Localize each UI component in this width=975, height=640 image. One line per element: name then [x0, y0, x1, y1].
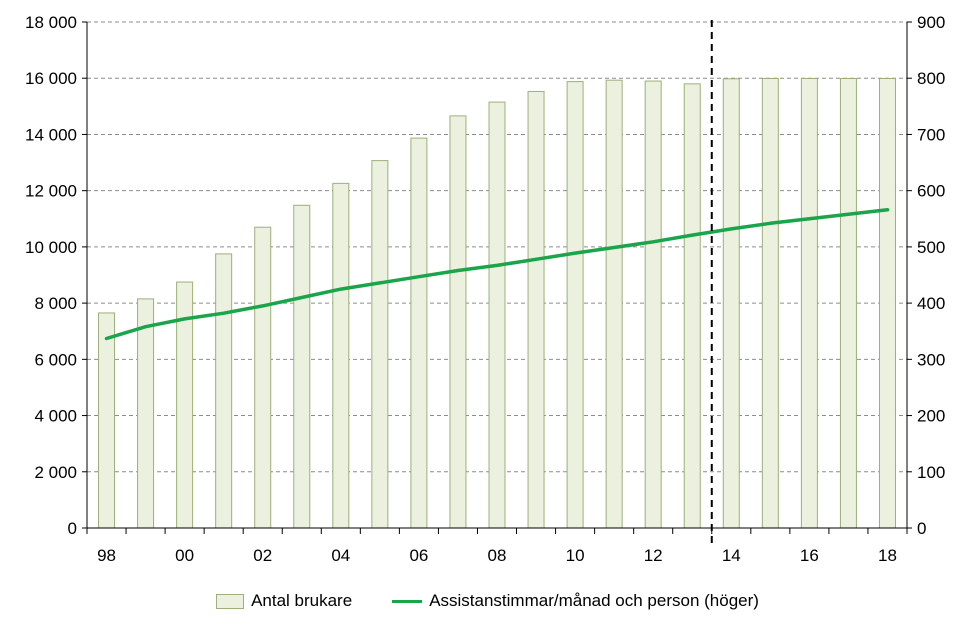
- bar: [527, 90, 545, 529]
- x-tick-label: 16: [800, 546, 819, 565]
- bar: [566, 81, 584, 529]
- bar: [254, 226, 272, 529]
- y-left-tick-label: 2 000: [34, 463, 77, 482]
- bar: [722, 78, 740, 529]
- y-right-tick-label: 900: [917, 13, 945, 32]
- y-left-tick-label: 14 000: [25, 125, 77, 144]
- x-tick-label: 12: [644, 546, 663, 565]
- y-right-tick-label: 300: [917, 350, 945, 369]
- y-right-tick-label: 400: [917, 294, 945, 313]
- x-tick-label: 14: [722, 546, 741, 565]
- bar: [98, 312, 116, 529]
- x-tick-label: 06: [409, 546, 428, 565]
- y-left-tick-label: 6 000: [34, 350, 77, 369]
- x-tick-label: 98: [97, 546, 116, 565]
- bar: [683, 83, 701, 529]
- bar: [293, 204, 311, 529]
- y-right-tick-label: 0: [917, 519, 926, 538]
- y-right-tick-label: 200: [917, 407, 945, 426]
- bar: [644, 80, 662, 529]
- axes: [82, 21, 912, 534]
- y-left-tick-label: 18 000: [25, 13, 77, 32]
- y-left-tick-label: 0: [68, 519, 77, 538]
- y-left-tick-label: 10 000: [25, 238, 77, 257]
- legend-swatch-bars: [216, 593, 245, 609]
- legend-label-line: Assistanstimmar/månad och person (höger): [429, 591, 759, 610]
- bar: [410, 137, 428, 529]
- bar: [605, 79, 623, 529]
- bar: [215, 253, 233, 529]
- y-left-tick-label: 16 000: [25, 69, 77, 88]
- y-right-tick-label: 500: [917, 238, 945, 257]
- x-tick-label: 00: [175, 546, 194, 565]
- bar-series: [98, 78, 896, 529]
- y-right-tick-label: 700: [917, 125, 945, 144]
- y-right-tick-label: 800: [917, 69, 945, 88]
- bar: [137, 298, 155, 529]
- bar: [449, 115, 467, 529]
- line-series: [104, 208, 890, 341]
- x-tick-label: 10: [566, 546, 585, 565]
- x-tick-label: 02: [253, 546, 272, 565]
- series-line: [104, 208, 890, 341]
- bar: [761, 78, 779, 529]
- legend-label-bars: Antal brukare: [251, 591, 353, 610]
- bar: [488, 101, 506, 529]
- bar: [839, 78, 857, 529]
- x-tick-label: 18: [878, 546, 897, 565]
- bar: [800, 78, 818, 529]
- y-right-tick-label: 100: [917, 463, 945, 482]
- bar: [878, 78, 896, 529]
- legend-swatch-line: [392, 599, 423, 603]
- legend-item-bars: Antal brukare: [216, 591, 352, 611]
- y-left-tick-label: 4 000: [34, 407, 77, 426]
- x-tick-label: 04: [331, 546, 350, 565]
- y-left-tick-label: 8 000: [34, 294, 77, 313]
- x-tick-label: 08: [488, 546, 507, 565]
- y-left-tick-label: 12 000: [25, 182, 77, 201]
- bar: [332, 182, 350, 529]
- y-right-tick-label: 600: [917, 182, 945, 201]
- legend-item-line: Assistanstimmar/månad och person (höger): [392, 591, 759, 611]
- legend: Antal brukare Assistanstimmar/månad och …: [0, 586, 975, 616]
- bar: [371, 160, 389, 529]
